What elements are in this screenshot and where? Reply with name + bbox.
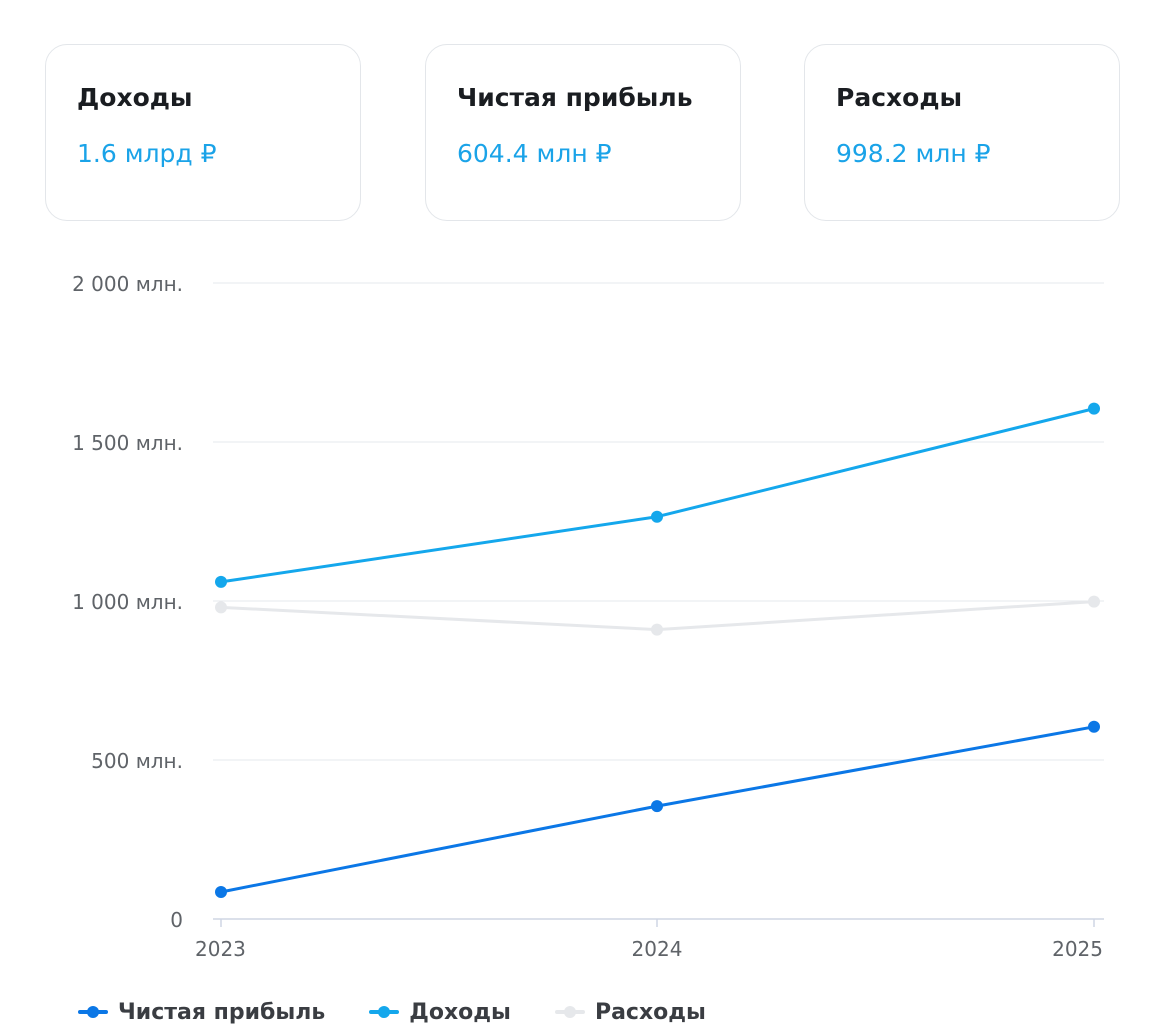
x-tick-label: 2024: [632, 937, 683, 961]
legend-label: Доходы: [409, 999, 511, 1025]
x-axis-ticks: 2023 2024 2025: [195, 919, 1103, 961]
series-lines: [215, 402, 1100, 898]
legend-item-net-profit[interactable]: Чистая прибыль: [78, 1000, 325, 1025]
card-value: 1.6 млрд ₽: [77, 139, 217, 168]
x-tick-label: 2025: [1052, 937, 1103, 961]
card-title: Чистая прибыль: [457, 83, 693, 112]
series-line: [219, 407, 1096, 584]
legend-label: Чистая прибыль: [118, 999, 326, 1025]
chart-legend: Чистая прибыль Доходы Расходы: [78, 992, 706, 1032]
card-title: Доходы: [77, 83, 193, 112]
card-title: Расходы: [836, 83, 963, 112]
y-axis-ticks: 0 500 млн. 1 000 млн. 1 500 млн. 2 000 млн.: [72, 272, 183, 932]
data-point[interactable]: [215, 601, 227, 614]
card-value: 604.4 млн ₽: [457, 139, 612, 168]
card-expenses: Расходы 998.2 млн ₽: [804, 44, 1120, 221]
data-point[interactable]: [215, 575, 227, 588]
y-tick-label: 1 000 млн.: [72, 590, 183, 614]
series-2: [215, 402, 1100, 588]
data-point[interactable]: [1088, 595, 1100, 608]
card-value: 998.2 млн ₽: [836, 139, 991, 168]
legend-item-income[interactable]: Доходы: [369, 1000, 511, 1025]
data-point[interactable]: [651, 623, 663, 636]
data-point[interactable]: [651, 800, 663, 813]
series-3: [215, 595, 1100, 636]
legend-item-expenses[interactable]: Расходы: [554, 999, 706, 1025]
data-point[interactable]: [651, 510, 663, 523]
grid-lines: [213, 282, 1104, 920]
legend-marker-income: [369, 1006, 400, 1018]
legend-marker-net-profit: [78, 1006, 108, 1018]
data-point[interactable]: [1088, 720, 1100, 733]
card-income: Доходы 1.6 млрд ₽: [45, 44, 361, 221]
legend-label: Расходы: [594, 999, 706, 1025]
y-tick-label: 2 000 млн.: [72, 272, 183, 296]
data-point[interactable]: [215, 885, 227, 898]
data-point[interactable]: [1088, 402, 1100, 415]
y-tick-label: 0: [170, 908, 183, 932]
y-tick-label: 500 млн.: [91, 749, 183, 773]
legend-marker-expenses: [554, 1006, 585, 1018]
y-tick-label: 1 500 млн.: [72, 431, 183, 455]
card-net-profit: Чистая прибыль 604.4 млн ₽: [425, 44, 741, 221]
series-1: [215, 720, 1100, 898]
x-tick-label: 2023: [195, 937, 246, 961]
